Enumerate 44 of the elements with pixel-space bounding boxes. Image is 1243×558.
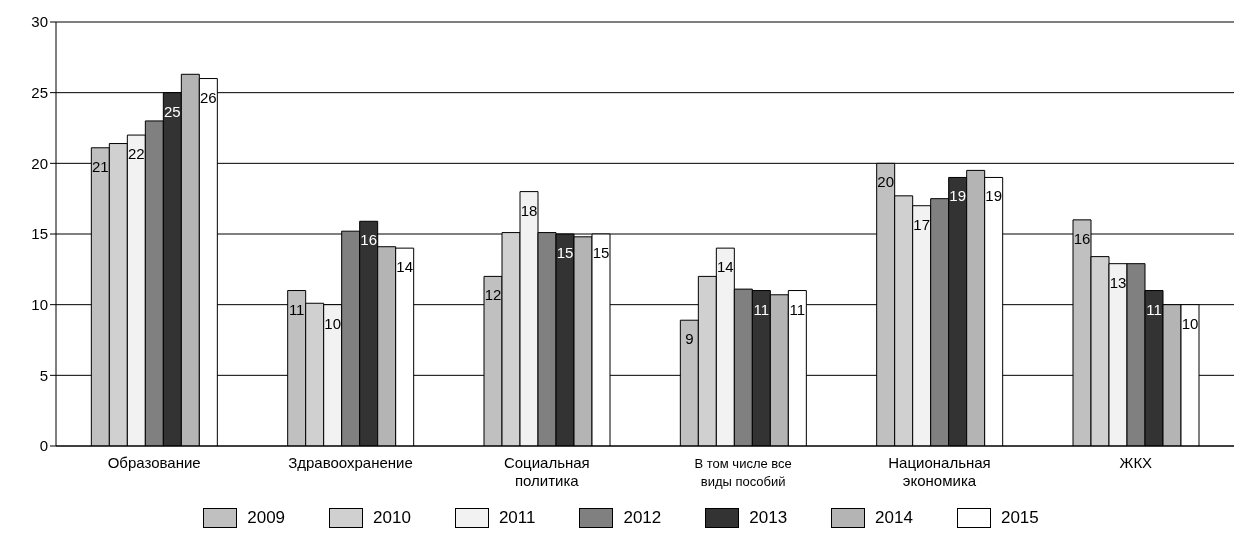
data-label: 15 bbox=[592, 244, 610, 261]
y-tick-label: 5 bbox=[39, 366, 48, 384]
y-tick-label: 25 bbox=[31, 83, 48, 101]
data-label: 22 bbox=[128, 145, 145, 163]
x-tick-label: ЖКХ bbox=[1119, 454, 1153, 471]
data-label: 15 bbox=[556, 244, 574, 261]
legend-label: 2011 bbox=[498, 508, 536, 528]
y-tick-label: 20 bbox=[31, 154, 48, 172]
legend-label: 2015 bbox=[1000, 508, 1039, 528]
legend-label: 2014 bbox=[875, 508, 913, 528]
data-label: 13 bbox=[1109, 273, 1127, 291]
data-label: 11 bbox=[789, 300, 806, 318]
data-label: 16 bbox=[360, 231, 378, 249]
legend-label: 2010 bbox=[373, 508, 411, 528]
data-label: 11 bbox=[288, 300, 305, 318]
data-label: 10 bbox=[1181, 314, 1199, 332]
x-tick-label: В том числе все виды пособий bbox=[694, 456, 792, 489]
legend-label: 2012 bbox=[623, 508, 662, 528]
x-tick-label: Образование bbox=[107, 454, 201, 471]
x-tick-label: Здравоохранение bbox=[288, 454, 413, 471]
data-label: 11 bbox=[753, 300, 770, 318]
data-label: 20 bbox=[877, 173, 895, 191]
y-tick-label: 30 bbox=[31, 13, 48, 31]
data-label: 14 bbox=[396, 258, 414, 276]
data-label: 25 bbox=[164, 102, 181, 120]
data-label: 9 bbox=[685, 330, 694, 348]
data-label: 14 bbox=[717, 258, 734, 276]
y-tick-label: 0 bbox=[39, 437, 48, 455]
data-label: 26 bbox=[200, 88, 217, 106]
legend-label: 2009 bbox=[247, 508, 286, 528]
data-label: 10 bbox=[324, 314, 342, 332]
data-label: 21 bbox=[92, 157, 109, 175]
data-label: 19 bbox=[949, 187, 967, 205]
y-tick-label: 15 bbox=[31, 225, 48, 243]
x-tick-label: Социальная политика bbox=[503, 454, 590, 489]
y-tick-label: 10 bbox=[31, 295, 48, 313]
data-label: 11 bbox=[1146, 300, 1162, 318]
legend-label: 2013 bbox=[749, 508, 788, 528]
data-label: 19 bbox=[985, 187, 1003, 205]
data-label: 17 bbox=[913, 215, 931, 233]
data-label: 16 bbox=[1073, 229, 1091, 247]
x-tick-label: Национальная экономика bbox=[888, 454, 991, 489]
data-label: 18 bbox=[520, 201, 538, 219]
data-label: 12 bbox=[484, 286, 502, 304]
